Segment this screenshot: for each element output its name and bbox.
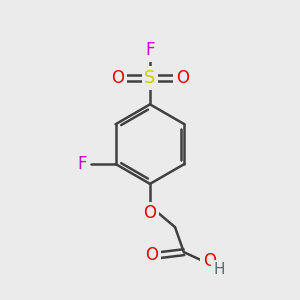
- Text: F: F: [145, 41, 155, 59]
- Text: O: O: [145, 246, 158, 264]
- Text: O: O: [176, 69, 189, 87]
- Text: F: F: [78, 155, 87, 173]
- Text: O: O: [143, 204, 157, 222]
- Text: H: H: [213, 262, 225, 277]
- Text: O: O: [111, 69, 124, 87]
- Text: O: O: [203, 252, 216, 270]
- Text: S: S: [144, 69, 156, 87]
